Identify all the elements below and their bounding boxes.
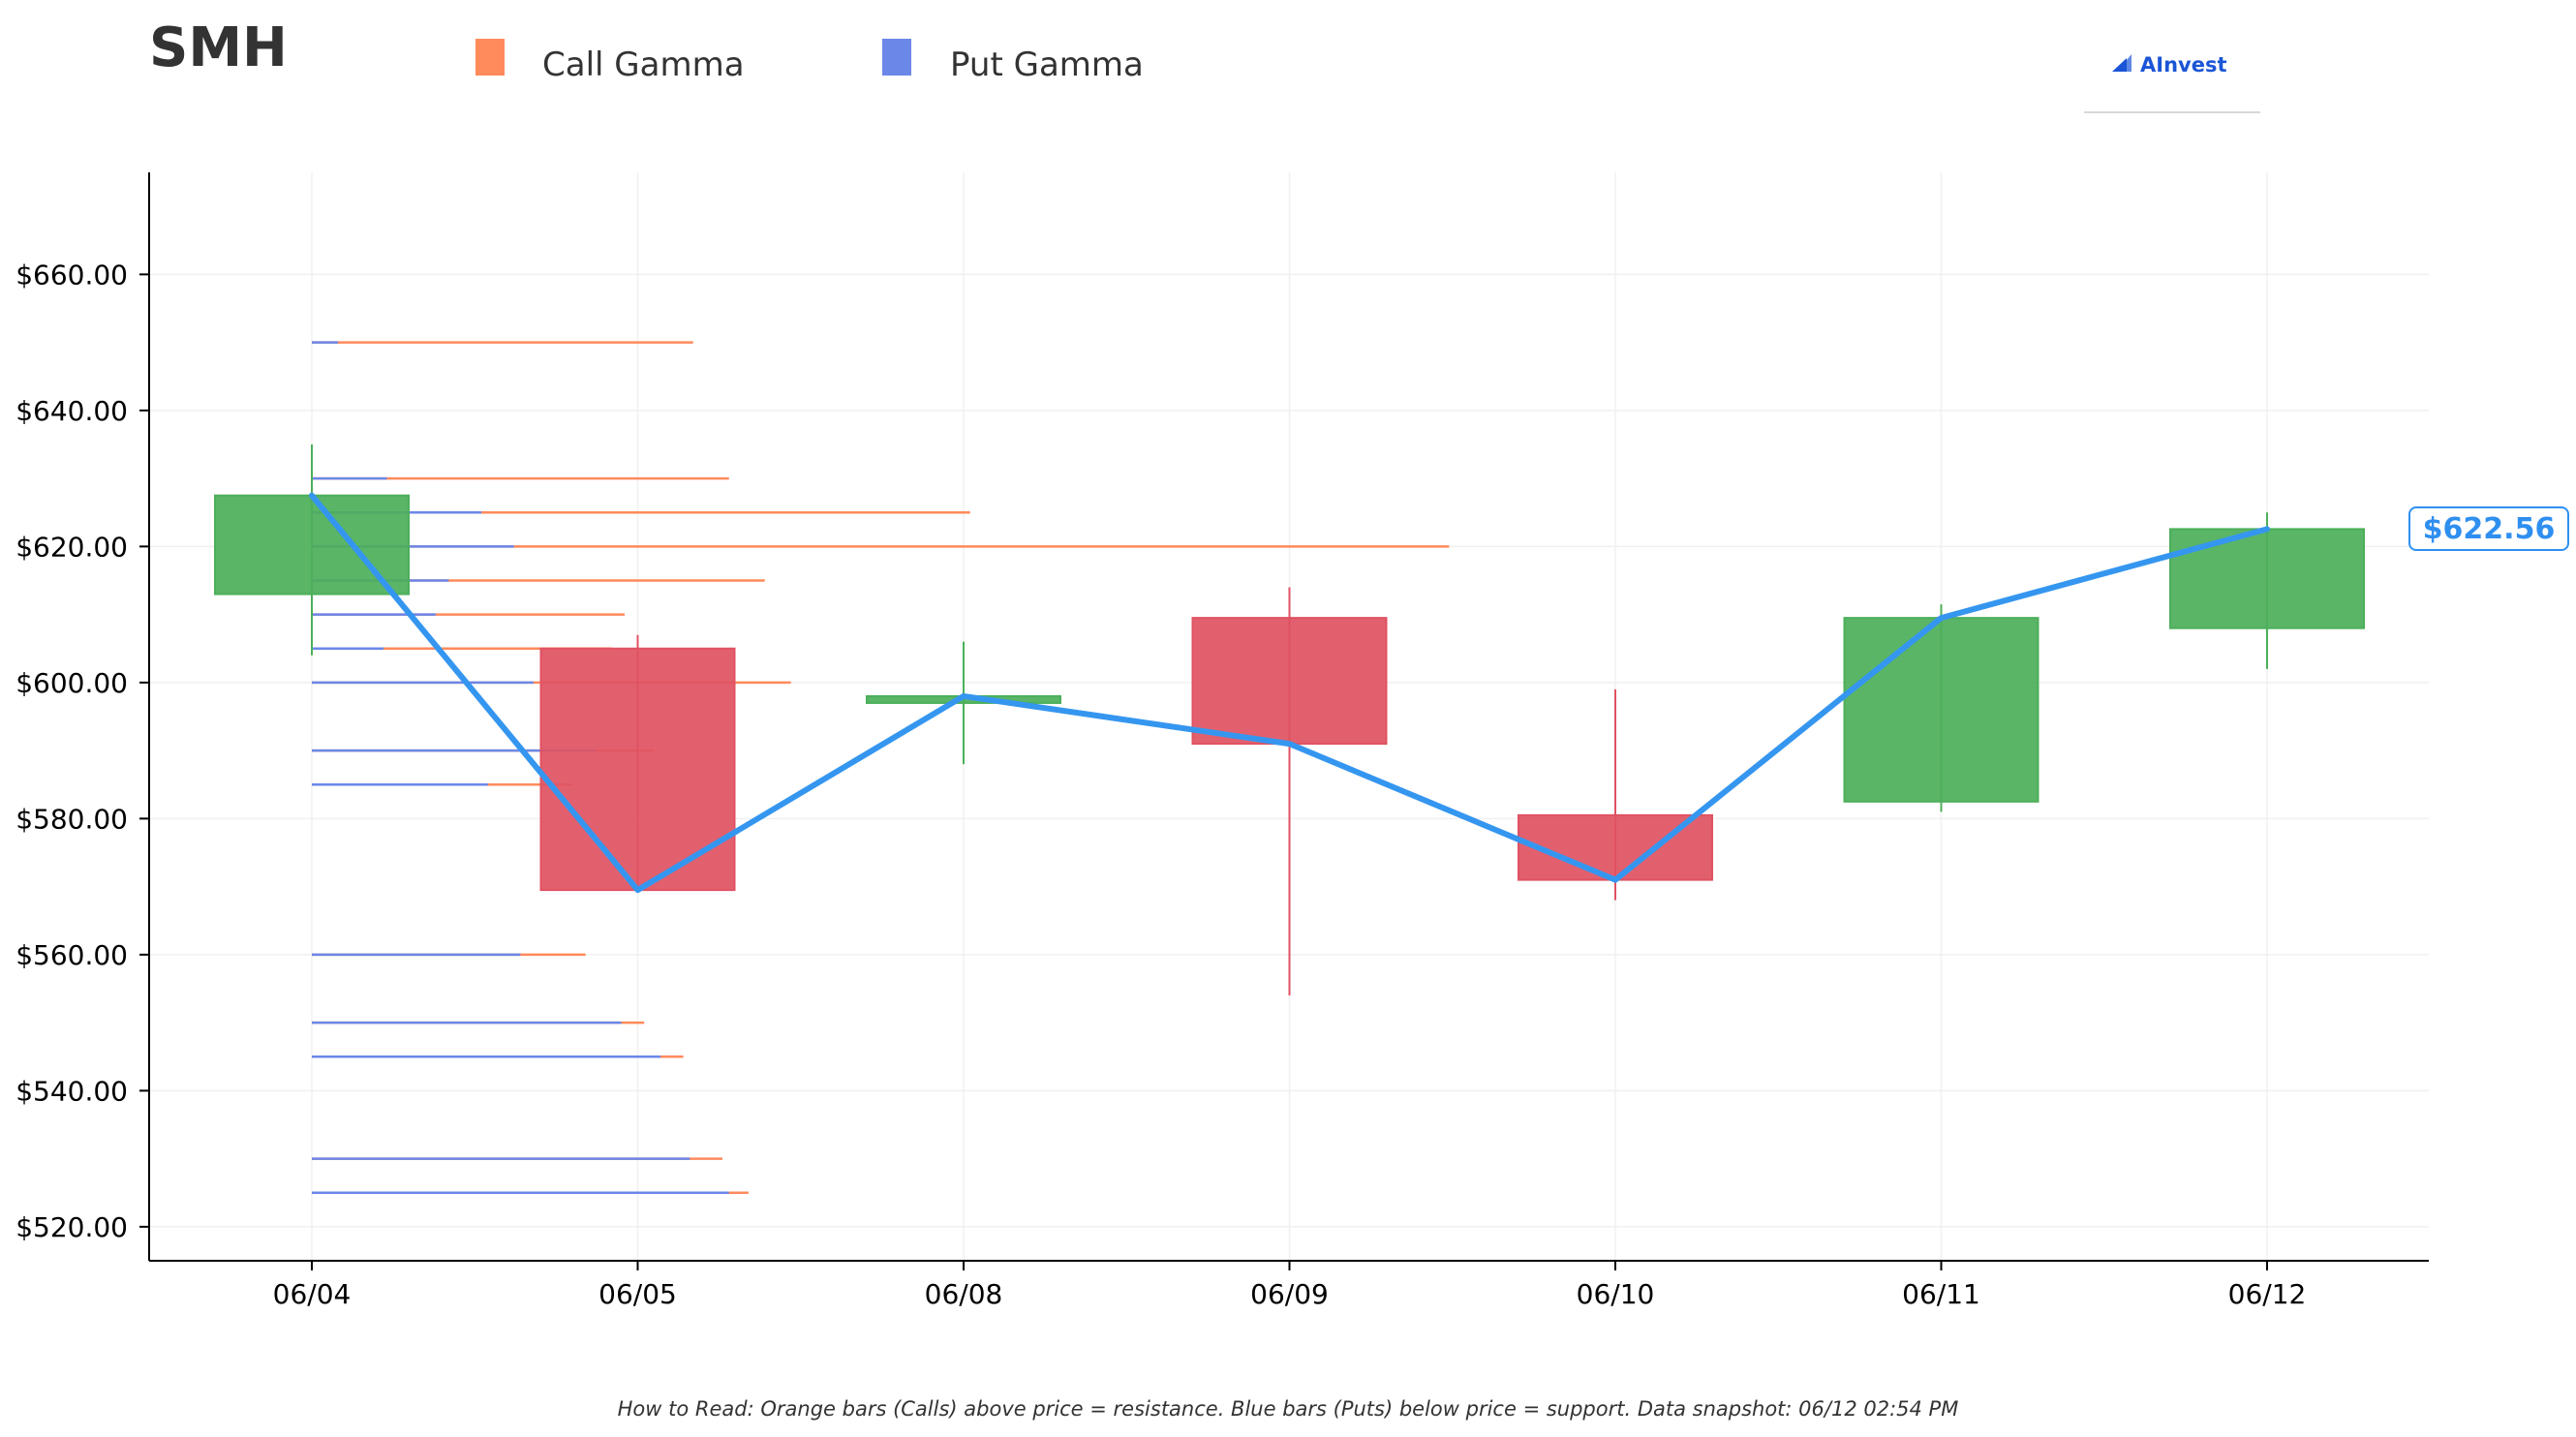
candle-body	[1843, 617, 2039, 803]
y-tick-label: $580.00	[15, 803, 128, 835]
brand-name: AInvest	[2140, 53, 2227, 76]
price-line	[309, 492, 2270, 894]
y-tick-label: $620.00	[15, 531, 128, 563]
x-tick-label: 06/04	[273, 1278, 352, 1310]
x-tick-label: 06/11	[1902, 1278, 1980, 1310]
put-gamma-legend-label: Put Gamma	[950, 46, 1144, 84]
y-tick-label: $560.00	[15, 939, 128, 971]
call-gamma-legend-label: Call Gamma	[542, 46, 745, 84]
y-tick-label: $520.00	[15, 1211, 128, 1243]
footnote: How to Read: Orange bars (Calls) above p…	[618, 1397, 1959, 1421]
gamma-bars	[312, 341, 1450, 1194]
tick-labels: $520.00 $540.00 $560.00 $580.00 $600.00 $620.…	[15, 259, 2306, 1310]
call-gamma-legend-swatch	[475, 39, 505, 76]
current-price-box	[2408, 506, 2569, 551]
y-tick-label: $640.00	[15, 395, 128, 427]
x-tick-label: 06/09	[1250, 1278, 1329, 1310]
ticker-title: SMH	[149, 16, 288, 79]
current-price-badge: $622.56	[2408, 506, 2569, 551]
candle-body	[2169, 528, 2365, 629]
candle-body	[539, 647, 736, 892]
x-tick-label: 06/08	[925, 1278, 1003, 1310]
price-line-layer	[309, 492, 2270, 894]
current-price-label: $622.56	[2423, 512, 2556, 546]
put-gamma-legend-swatch	[882, 39, 911, 76]
y-tick-label: $660.00	[15, 259, 128, 290]
y-tick-label: $600.00	[15, 667, 128, 699]
y-tick-label: $540.00	[15, 1075, 128, 1107]
candle-body	[1191, 617, 1388, 746]
x-tick-label: 06/12	[2228, 1278, 2307, 1310]
x-tick-label: 06/10	[1577, 1278, 1655, 1310]
candlesticks	[214, 444, 2365, 996]
x-tick-label: 06/05	[598, 1278, 677, 1310]
ainvest-logo-icon: AInvest	[2112, 53, 2227, 76]
